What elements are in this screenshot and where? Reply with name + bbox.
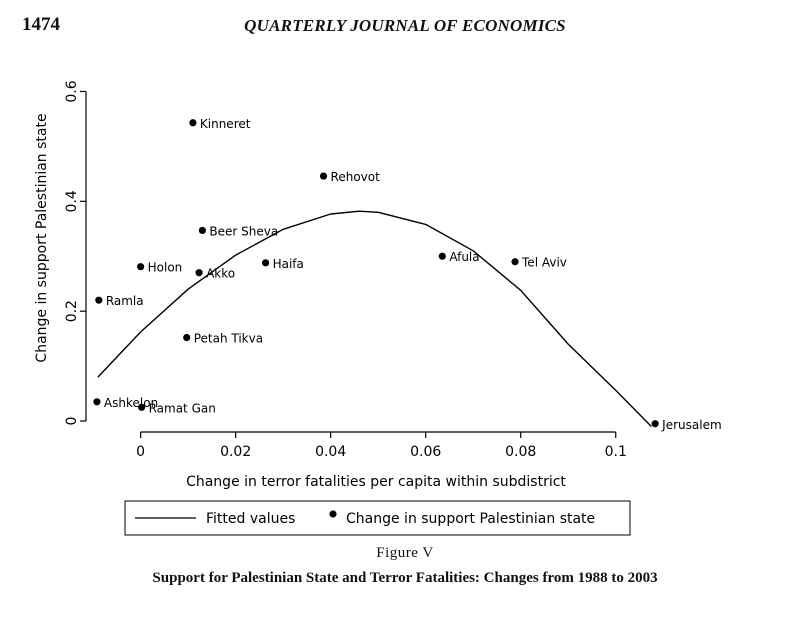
legend-label-fitted: Fitted values: [206, 511, 295, 527]
data-point-label: Ramla: [106, 294, 144, 308]
x-tick-label: 0.06: [410, 444, 441, 460]
data-point: [137, 263, 145, 271]
x-tick-label: 0: [136, 444, 145, 460]
data-point-label: Beer Sheva: [209, 224, 278, 238]
y-tick-label: 0.4: [64, 190, 80, 212]
journal-title: QUARTERLY JOURNAL OF ECONOMICS: [244, 16, 566, 35]
x-axis-label: Change in terror fatalities per capita w…: [186, 474, 566, 490]
data-point-label: Tel Aviv: [521, 256, 567, 270]
y-axis-label: Change in support Palestinian state: [34, 113, 50, 362]
data-point-label: Haifa: [273, 257, 304, 271]
fitted-curve-layer: [97, 210, 652, 427]
y-tick-label: 0: [64, 417, 80, 426]
fitted-values-line: [97, 210, 652, 427]
data-point: [511, 258, 519, 266]
data-point: [189, 119, 197, 127]
x-tick-label: 0.04: [315, 444, 346, 460]
legend-box: [124, 500, 631, 536]
legend-dot-symbol: [329, 510, 337, 518]
legend-label-points: Change in support Palestinian state: [346, 511, 595, 527]
x-tick-label: 0.1: [605, 444, 627, 460]
data-point-label: Jerusalem: [661, 418, 721, 432]
data-point: [319, 172, 328, 180]
data-point-label: Rehovot: [331, 170, 381, 184]
y-tick-label: 0.2: [64, 300, 80, 322]
data-point-label: Ramat Gan: [149, 401, 216, 415]
data-point: [651, 420, 659, 428]
data-point-label: Holon: [148, 261, 183, 275]
data-point: [183, 333, 191, 342]
scatter-chart: 0 0.2 0.4 0.6 0 0.02 0.04 0.06 0.08 0.1 Kinneret R…: [34, 80, 722, 536]
page-number: 1474: [22, 14, 60, 35]
x-tick-label: 0.08: [505, 444, 536, 460]
y-tick-label: 0.6: [64, 80, 80, 102]
data-point: [93, 398, 101, 406]
chart-legend: Fitted values Change in support Palestin…: [124, 500, 631, 536]
data-point: [195, 269, 203, 277]
x-tick-label: 0.02: [220, 444, 251, 460]
data-point: [261, 259, 270, 267]
chart-axes: 0 0.2 0.4 0.6 0 0.02 0.04 0.06 0.08 0.1: [64, 80, 627, 460]
data-point-label: Afula: [449, 250, 479, 264]
data-point: [95, 296, 103, 304]
figure-label: Figure V: [376, 545, 434, 561]
data-point-label: Kinneret: [200, 117, 251, 131]
data-point: [438, 252, 446, 260]
data-point-label: Petah Tikva: [194, 332, 263, 346]
data-points-layer: Kinneret Rehovot Beer Sheva Holon Akko Haifa A…: [93, 117, 722, 432]
data-point: [198, 226, 206, 235]
figure-caption: Support for Palestinian State and Terror…: [152, 570, 658, 586]
data-point: [137, 403, 146, 411]
data-point-label: Akko: [206, 267, 235, 281]
